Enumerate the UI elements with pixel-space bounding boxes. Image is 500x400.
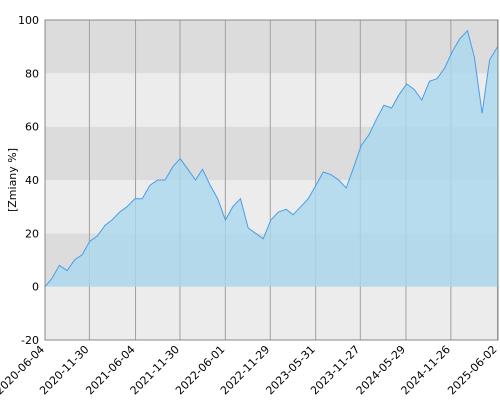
y-tick-label: 20: [25, 227, 39, 240]
area: [45, 30, 498, 287]
grid-band: [45, 286, 498, 340]
x-tick-label: 2025-06-02: [445, 343, 499, 397]
y-tick-label: -20: [21, 334, 39, 347]
y-tick-label: 0: [32, 281, 39, 294]
y-axis-label: [Zmiany %]: [6, 148, 19, 212]
y-tick-label: 100: [18, 14, 39, 27]
grid-band: [45, 20, 498, 74]
y-tick-label: 60: [25, 121, 39, 134]
y-tick-label: 80: [25, 67, 39, 80]
y-tick-label: 40: [25, 174, 39, 187]
line: [44, 29, 498, 288]
plot-frame: [44, 19, 499, 341]
